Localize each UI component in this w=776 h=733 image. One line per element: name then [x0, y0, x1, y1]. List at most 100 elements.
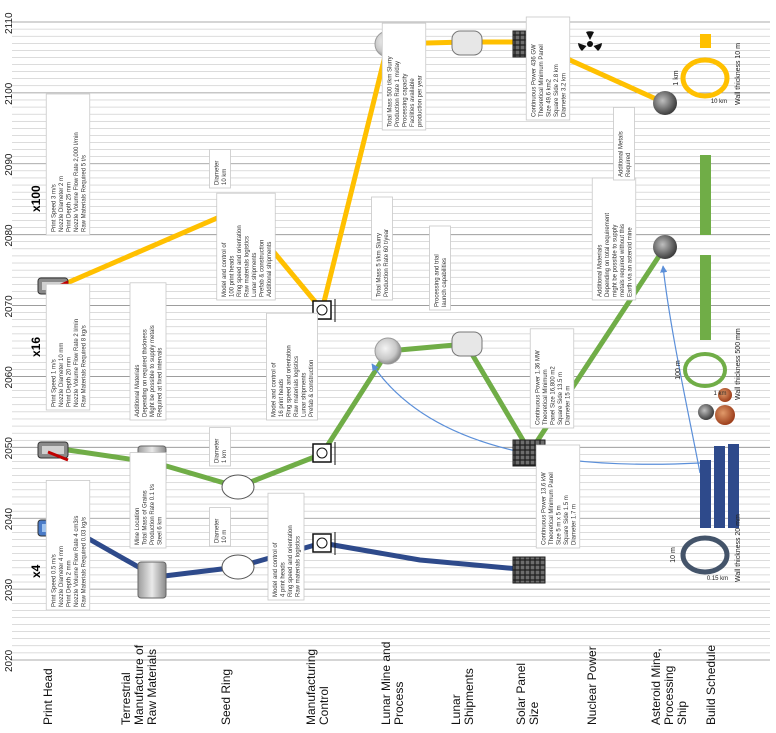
callout-box: Additional Metals Required [613, 107, 635, 181]
callout-text: Nozzle Volume Flow Rate 2,000 l/min [74, 132, 80, 232]
callout-text: Square Side 13.5 m [558, 372, 564, 425]
callout-box: Print Speed 0.5 m/s Nozzle Diameter 4 mm P… [45, 479, 91, 611]
callout-text: Raw Materials Required 0.03 kg/s [81, 517, 87, 607]
column-labels: Print Head Terrestrial Manufacture of Raw M… [41, 642, 718, 725]
callout-text: Diameter [215, 161, 221, 185]
callout-text: Lunar shipments [252, 253, 258, 297]
callout-text: Processing capacity [402, 74, 408, 127]
callout-text: Size 49.6 km2 [546, 78, 552, 117]
callout-box: Model and control of 4 print heads Ring sp… [267, 492, 305, 601]
callout-box: Total Mass 5 t/km Slurry Production Rate … [371, 196, 393, 301]
multiplier-label: x16 [29, 337, 43, 357]
callout-text: Ring speed and orientation [288, 525, 294, 597]
column-label-line: Process [392, 682, 406, 725]
callout-text: Raw materials logistics [244, 236, 250, 297]
column-label-line: Lunar Mine and [379, 642, 393, 725]
callout-text: 100 print heads [229, 256, 235, 297]
callout-box: Continuous Power 436 GW Theoretical Minim… [525, 16, 571, 121]
column-label-line: Nuclear Power [585, 646, 599, 725]
callout-text: Print Depth 2 mm [66, 560, 72, 607]
callout-text: Raw materials logistics [294, 356, 300, 417]
radiation-icon [578, 31, 602, 51]
callout-text: Nozzle Diameter 2 m [59, 176, 65, 232]
callout-text: 4 print heads [281, 562, 287, 597]
build-bar-green [700, 155, 711, 235]
callout-text: Print Speed 3 m/s [51, 184, 57, 232]
mars-icon [718, 388, 732, 402]
callout-text: Total Mass 500 t/km Slurry [387, 56, 393, 127]
column-label: Solar Panel Size [514, 663, 541, 725]
callout-text: Depending on required thickness [143, 329, 149, 417]
build-ring-size: 10 m [670, 547, 677, 563]
callout-text: 16 print heads [279, 379, 285, 417]
year-tick-label: 2080 [4, 224, 15, 247]
callout-text: Facilities available [410, 78, 416, 127]
year-tick-label: 2070 [4, 295, 15, 318]
callout-box: Additional Materials Depending on total r… [591, 177, 637, 301]
callout-text: Depending on total requirement [605, 213, 611, 297]
multiplier-label: x4 [29, 564, 43, 578]
column-label-line: Manufacture of [132, 644, 146, 725]
callout-box: Continuous Power 13.6 kW Theoretical Mini… [535, 444, 581, 549]
callout-text: Steel 6 km [158, 517, 164, 545]
callout-text: Mine Location [135, 508, 141, 545]
callout-text: Additional shipments [267, 242, 273, 297]
callout-box: Continuous Power 1.36 MW Theoretical Mini… [529, 328, 575, 429]
callout-text: Diameter 3.2 km [561, 73, 567, 117]
arrow-to-asteroid [660, 265, 701, 474]
callout-text: Additional Materials [597, 245, 603, 297]
green-track [67, 245, 668, 490]
callout-text: Diameter [215, 439, 221, 463]
build-ring-size: 100 m [675, 360, 682, 380]
column-label: Manufacturing Control [304, 649, 331, 725]
column-label: Lunar Shipments [449, 668, 476, 725]
callout-text: Prefab & construction [309, 360, 315, 417]
arrow-to-lunar-mine [371, 363, 701, 465]
control-icon [312, 532, 336, 555]
print-head-icon [37, 441, 69, 462]
callout-text: Total Mass 5 t/km Slurry [377, 233, 383, 297]
callout-text: Total Mass of Grains [143, 490, 149, 545]
year-axis: 2020 2030 2040 2050 2060 2070 2080 2090 2100 2110 [4, 12, 15, 672]
solar-panel-icon [512, 556, 546, 584]
control-icon [312, 442, 336, 465]
year-tick-label: 2020 [4, 649, 15, 672]
build-ring-wall: Wall thickness 500 mm [735, 328, 742, 400]
moon-icon [374, 337, 402, 365]
column-label-line: Manufacturing [304, 649, 318, 725]
year-tick-label: 2060 [4, 366, 15, 389]
callout-text: 10 km [222, 169, 228, 185]
year-tick-label: 2030 [4, 578, 15, 601]
column-label-line: Terrestrial [119, 672, 133, 725]
column-label-line: Control [317, 686, 331, 725]
callout-text: Ring speed and orientation [287, 345, 293, 417]
callout-text: might be possible to supply [612, 225, 618, 297]
column-label-line: Print Head [41, 668, 55, 725]
callout-text: Required [626, 153, 632, 177]
column-label-line: Raw Materials [145, 649, 159, 725]
callout-text: Diameter [215, 519, 221, 543]
callout-text: Print Depth 20 mm [66, 357, 72, 407]
column-label-line: Solar Panel [514, 663, 528, 725]
callout-text: Raw materials logistics [296, 536, 302, 597]
callout-box: Additional Materials Depending on require… [129, 282, 167, 421]
callout-box: Total Mass 500 t/km Slurry Production Rat… [381, 22, 427, 131]
callout-text: Production Rate 0.1 t/s [150, 484, 156, 545]
build-ring-diameter: 0.15 km [707, 576, 728, 582]
capsule-icon [451, 30, 483, 56]
callout-text: production per year [417, 75, 423, 127]
callout-text: Additional Materials [135, 365, 141, 417]
asteroid-icon [698, 404, 714, 420]
callout-text: Print Speed 1 m/s [51, 359, 57, 407]
callout-box: Diameter 1 km [209, 427, 231, 467]
callout-box: Print Speed 1 m/s Nozzle Diameter 10 mm Pr… [45, 283, 91, 411]
build-ring-green [683, 352, 727, 388]
callout-text: Continuous Power 13.6 kW [541, 472, 547, 545]
callout-box: Model and control of 16 print heads Ring s… [266, 312, 318, 421]
callout-text: Lunar shipments [302, 373, 308, 417]
multiplier-label: x100 [29, 185, 43, 212]
callout-text: Nozzle Diameter 4 mm [59, 546, 65, 607]
column-label-line: Asteroid Mine, [649, 648, 663, 725]
callout-text: Earth via an asteroid mine [627, 227, 633, 297]
